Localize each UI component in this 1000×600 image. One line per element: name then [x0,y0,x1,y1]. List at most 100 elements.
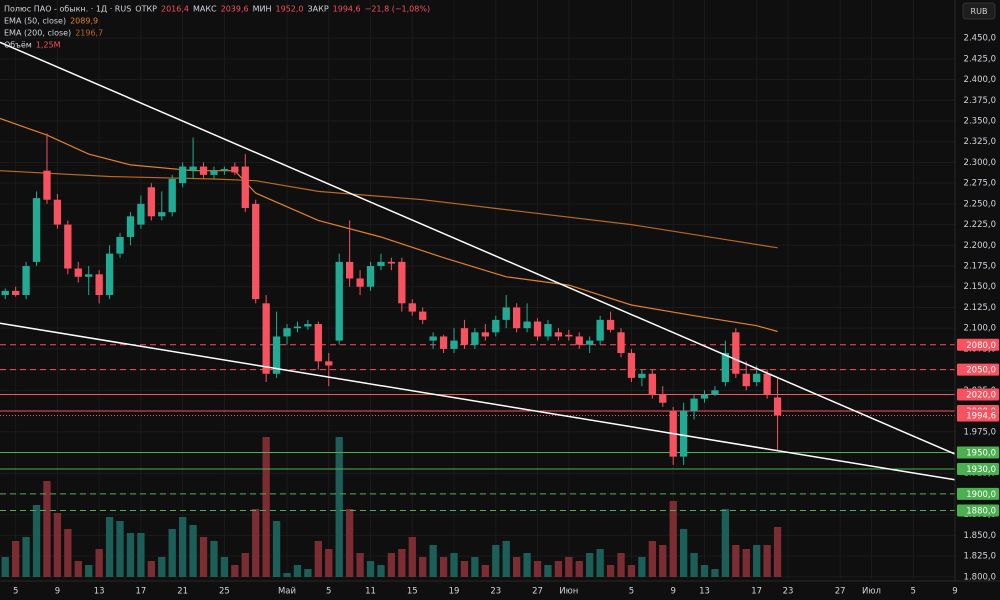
volume-bar [554,561,563,577]
candle-body [450,340,458,349]
volume-bar [565,557,573,577]
level-badge [957,388,999,401]
volume-bar [533,561,542,577]
candle-body [64,224,72,269]
volume-bar [439,557,448,577]
candle-body [659,394,667,403]
volume-bar [492,545,500,577]
volume-bar [523,553,531,577]
y-tick-label: 1.850,0 [964,531,996,541]
candle-body [700,394,709,399]
x-tick-label: 11 [365,587,376,597]
currency-button[interactable] [962,2,996,20]
quote-value: 1994,6 [333,5,361,14]
candle-body [325,361,333,366]
y-tick-label: 2.350,0 [964,116,996,126]
ema-line [0,170,778,249]
y-tick-label: 1.825,0 [964,552,996,562]
candle-body [1,290,9,296]
trend-line [0,41,956,455]
price-axis [955,0,1000,600]
volume-bar [617,553,625,577]
level-badge [957,338,999,351]
volume-bar [627,565,636,577]
candle-body [262,303,270,374]
candle-body [95,274,103,296]
volume-bar [293,565,302,577]
quote-value: 2016,4 [161,5,189,14]
volume-bar [366,561,375,577]
chart-title: Полюс ПАО - обыкн. · 1Д · RUS [4,5,131,14]
candle-body [283,328,291,337]
x-tick-label: 13 [699,587,710,597]
candle-body [481,332,489,337]
y-tick-label: 2.275,0 [964,179,996,189]
x-tick-label: 27 [835,587,846,597]
x-tick-label: 5 [326,587,331,597]
candle-body [147,187,155,217]
volume-bar [398,549,406,577]
x-tick-label: 23 [490,587,501,597]
volume-bar [763,545,771,577]
candle-body [721,353,730,383]
candle-body [387,261,396,264]
candle-body [419,311,427,320]
quote-label: МАКС [193,5,217,14]
volume-bar [22,537,30,577]
y-tick-label: 2.175,0 [964,262,996,272]
level-badge [957,446,999,459]
y-tick-label: 1.975,0 [964,427,996,437]
volume-bar [199,537,208,577]
volume-bar [753,545,761,577]
volume-bar [12,541,20,577]
volume-bar [419,557,427,577]
ema-value: 2089,9 [70,17,98,26]
volume-bar [168,529,176,577]
candle-body [742,373,750,387]
y-tick-label: 2.250,0 [964,199,996,209]
candle-body [189,166,197,171]
volume-bar [669,501,677,577]
x-tick-label: 5 [13,587,18,597]
x-tick-label: 15 [407,587,418,597]
level-badge [957,363,999,376]
volume-bar [773,527,782,577]
volume-bar [732,545,740,577]
volume-bar [638,557,646,577]
volume-bar [1,557,9,577]
y-tick-label: 2.225,0 [964,220,996,230]
volume-bar [700,565,709,577]
volume-bar [231,565,239,577]
volume-bar [158,557,166,577]
y-tick-label: 2.150,0 [964,282,996,292]
volume-bar [304,569,312,577]
x-tick-label: 19 [449,587,460,597]
x-tick-label: 25 [219,587,230,597]
volume-bar [126,533,135,577]
volume-name: Объём [4,41,32,50]
volume-bar [356,553,364,577]
candle-body [304,324,312,327]
volume-bar [648,541,656,577]
x-tick-label: 5 [629,587,634,597]
volume-bar [85,565,93,577]
candle-body [565,334,573,337]
candle-body [648,373,656,395]
candle-body [523,321,531,329]
candle-body [398,261,406,304]
volume-bar [742,549,750,577]
candle-body [408,303,416,312]
x-tick-label: 5 [911,587,916,597]
level-label: 1994,6 [966,412,996,422]
volume-bar [711,569,719,577]
volume-bar [53,513,62,577]
candle-body [220,169,229,171]
x-tick-label: 9 [952,587,957,597]
candle-body [554,332,563,337]
volume-bar [659,545,667,577]
candle-body [502,307,510,320]
candle-body [314,324,322,362]
candle-body [753,373,761,383]
candle-body [627,353,636,378]
candle-body [293,326,302,329]
